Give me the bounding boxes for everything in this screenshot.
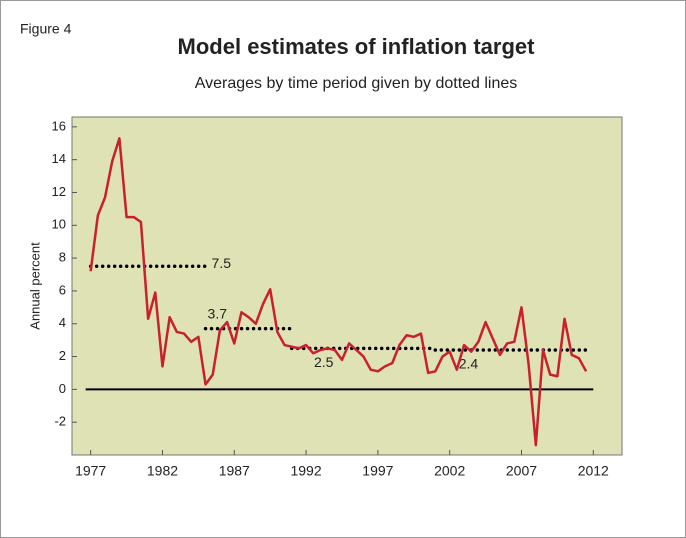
x-tick-label: 1987 xyxy=(219,463,250,479)
figure-label: Figure 4 xyxy=(20,21,72,37)
plot-area xyxy=(71,116,623,456)
y-tick-label: 12 xyxy=(52,184,66,199)
x-tick-label: 1997 xyxy=(362,463,393,479)
y-tick-label: 2 xyxy=(59,348,66,363)
x-tick-label: 1992 xyxy=(290,463,321,479)
average-label: 3.7 xyxy=(208,305,228,321)
average-label: 7.5 xyxy=(212,255,232,271)
x-tick-label: 2012 xyxy=(578,463,609,479)
average-label: 2.5 xyxy=(314,354,334,370)
y-tick-label: 14 xyxy=(52,151,66,166)
x-tick-label: 2007 xyxy=(506,463,537,479)
chart-subtitle: Averages by time period given by dotted … xyxy=(195,75,518,92)
data-line xyxy=(89,137,588,447)
average-label: 2.4 xyxy=(459,356,479,372)
y-tick-label: 16 xyxy=(52,118,66,133)
y-tick-label: 0 xyxy=(59,381,66,396)
x-tick-label: 1977 xyxy=(75,463,106,479)
y-tick-label: 4 xyxy=(59,315,66,330)
y-tick-label: 6 xyxy=(59,282,66,297)
x-tick-label: 1982 xyxy=(147,463,178,479)
y-axis-label: Annual percent xyxy=(27,242,42,330)
y-tick-label: 8 xyxy=(59,250,66,265)
x-tick-label: 2002 xyxy=(434,463,465,479)
y-tick-label: 10 xyxy=(52,217,66,232)
y-tick-label: -2 xyxy=(54,414,66,429)
chart-title: Model estimates of inflation target xyxy=(178,34,536,59)
